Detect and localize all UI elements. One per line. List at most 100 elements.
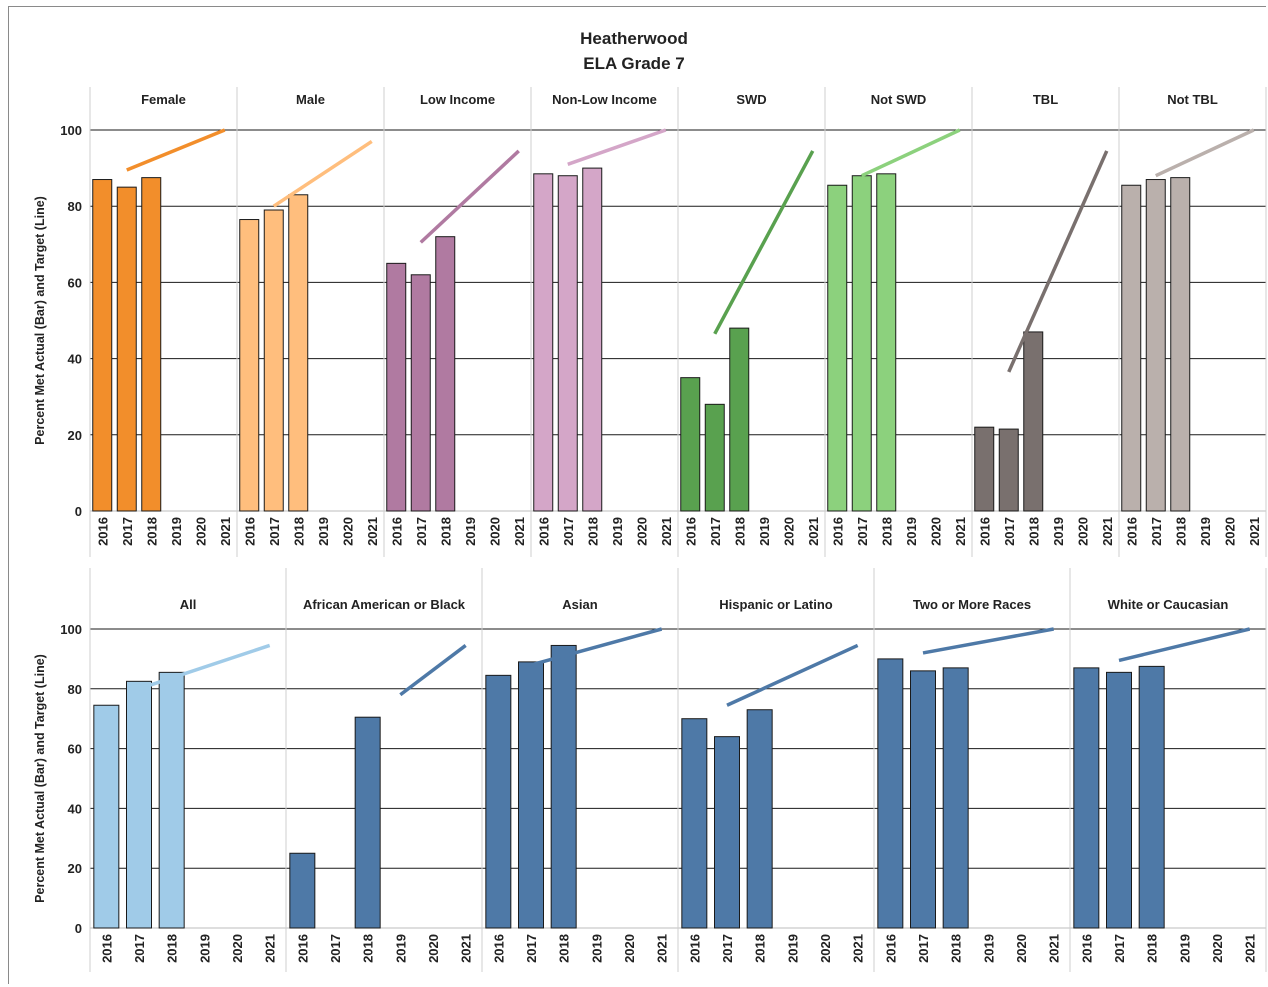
bar [557, 175, 578, 512]
bar [851, 175, 872, 512]
bar [485, 674, 512, 929]
x-tick-label: 2018 [144, 517, 159, 546]
y-tick-label: 60 [68, 742, 82, 757]
x-tick-label: 2021 [655, 934, 670, 963]
bar [158, 671, 185, 929]
x-tick-label: 2018 [1145, 934, 1160, 963]
x-tick-label: 2019 [1051, 517, 1066, 546]
y-tick-label: 0 [75, 504, 82, 519]
panel-header: SWD [736, 92, 766, 107]
x-tick-label: 2020 [818, 934, 833, 963]
bar [1170, 177, 1191, 512]
x-tick-label: 2017 [708, 517, 723, 546]
x-tick-label: 2017 [267, 517, 282, 546]
bar [1023, 331, 1044, 512]
x-tick-label: 2020 [1075, 517, 1090, 546]
target-line [1007, 150, 1109, 373]
bar [1138, 665, 1165, 929]
bar [877, 658, 904, 929]
panel-header: All [180, 597, 197, 612]
panel-header: Female [141, 92, 186, 107]
x-tick-label: 2021 [263, 934, 278, 963]
x-tick-label: 2018 [949, 934, 964, 963]
x-tick-label: 2018 [438, 517, 453, 546]
y-tick-label: 80 [68, 199, 82, 214]
x-tick-label: 2017 [328, 934, 343, 963]
x-tick-label: 2020 [622, 934, 637, 963]
x-tick-label: 2020 [634, 517, 649, 546]
bar [680, 377, 701, 512]
x-tick-label: 2019 [197, 934, 212, 963]
y-tick-label: 100 [60, 622, 82, 637]
x-tick-label: 2017 [561, 517, 576, 546]
x-tick-label: 2016 [95, 517, 110, 546]
x-tick-label: 2017 [120, 517, 135, 546]
bar [746, 709, 773, 929]
target-line [530, 627, 663, 667]
bar [582, 167, 603, 512]
bar [714, 736, 740, 929]
bar [704, 403, 725, 512]
x-tick-label: 2018 [585, 517, 600, 546]
x-tick-label: 2016 [295, 934, 310, 963]
bar [1121, 184, 1142, 512]
target-line [726, 643, 859, 707]
x-tick-label: 2020 [1210, 934, 1225, 963]
bar [1106, 671, 1132, 929]
x-tick-label: 2020 [487, 517, 502, 546]
x-tick-label: 2018 [732, 517, 747, 546]
x-tick-label: 2017 [132, 934, 147, 963]
x-tick-label: 2016 [687, 934, 702, 963]
bar [126, 680, 152, 929]
panel-header: Not SWD [871, 92, 927, 107]
x-tick-label: 2016 [977, 517, 992, 546]
x-tick-label: 2017 [524, 934, 539, 963]
x-tick-label: 2017 [414, 517, 429, 546]
y-tick-label: 100 [60, 123, 82, 138]
x-tick-label: 2016 [830, 517, 845, 546]
panel-header: Male [296, 92, 325, 107]
target-line [922, 627, 1054, 655]
y-tick-label: 20 [68, 428, 82, 443]
x-tick-label: 2020 [230, 934, 245, 963]
x-tick-label: 2017 [855, 517, 870, 546]
x-tick-label: 2019 [463, 517, 478, 546]
panel-header: Asian [562, 597, 597, 612]
y-tick-label: 20 [68, 861, 82, 876]
x-tick-label: 2017 [720, 934, 735, 963]
bar [92, 179, 113, 512]
x-tick-label: 2018 [361, 934, 376, 963]
x-tick-label: 2018 [1026, 517, 1041, 546]
x-tick-label: 2018 [879, 517, 894, 546]
target-line [138, 643, 271, 691]
x-tick-label: 2016 [242, 517, 257, 546]
bar [93, 704, 120, 929]
bar [974, 426, 995, 512]
x-tick-label: 2018 [1173, 517, 1188, 546]
x-tick-label: 2018 [291, 517, 306, 546]
x-tick-label: 2016 [536, 517, 551, 546]
x-tick-label: 2019 [1198, 517, 1213, 546]
x-tick-label: 2019 [757, 517, 772, 546]
x-tick-label: 2021 [659, 517, 674, 546]
x-tick-label: 2017 [1149, 517, 1164, 546]
x-tick-label: 2020 [1222, 517, 1237, 546]
bar [681, 718, 708, 929]
target-line [272, 139, 373, 208]
x-tick-label: 2020 [1014, 934, 1029, 963]
target-line [713, 150, 815, 335]
x-tick-label: 2019 [393, 934, 408, 963]
x-tick-label: 2021 [365, 517, 380, 546]
y-axis-title: Percent Met Actual (Bar) and Target (Lin… [33, 196, 47, 445]
x-tick-label: 2021 [218, 517, 233, 546]
x-tick-label: 2016 [683, 517, 698, 546]
target-line [1155, 128, 1255, 178]
panel-header: African American or Black [303, 597, 466, 612]
x-tick-label: 2016 [1079, 934, 1094, 963]
panel-header: Non-Low Income [552, 92, 657, 107]
x-tick-label: 2019 [904, 517, 919, 546]
bar [827, 184, 848, 512]
panel-header: TBL [1033, 92, 1058, 107]
x-tick-label: 2021 [1047, 934, 1062, 963]
